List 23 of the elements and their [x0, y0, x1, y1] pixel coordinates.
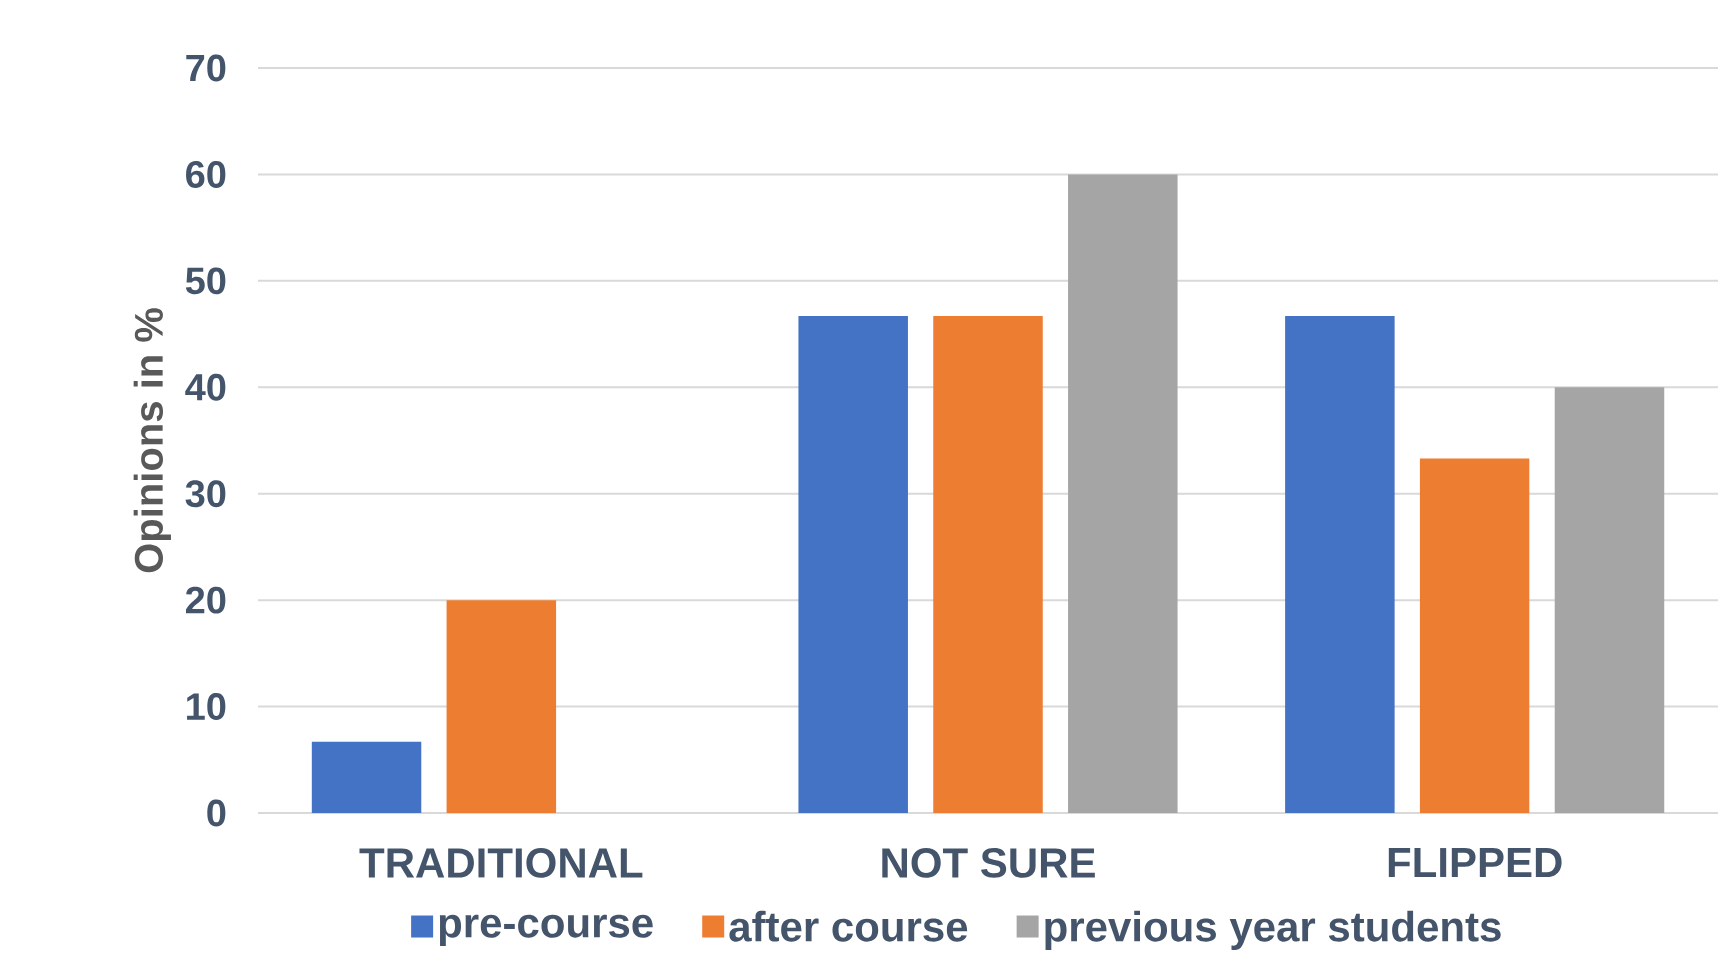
bar [1068, 174, 1178, 813]
y-axis-title: Opinions in % [133, 308, 171, 573]
y-tick-label: 30 [185, 480, 226, 508]
bar [798, 315, 908, 813]
x-tick-label: NOT SURE [882, 848, 1095, 878]
x-tick-label: FLIPPED [1388, 848, 1562, 877]
y-tick-label: 50 [185, 267, 226, 295]
legend-label: pre-course [439, 914, 653, 947]
bar [311, 741, 422, 813]
bar [1285, 315, 1395, 813]
y-tick-label: 0 [207, 799, 226, 827]
y-tick-label: 70 [186, 54, 226, 82]
x-tick-label: TRADITIONAL [359, 848, 643, 878]
bar [933, 315, 1043, 813]
y-tick-label: 60 [186, 160, 226, 188]
bar [1554, 387, 1665, 813]
y-tick-label: 20 [185, 586, 226, 614]
y-tick-label: 40 [185, 373, 226, 401]
legend-label: after course [729, 910, 968, 942]
bar [1419, 458, 1530, 813]
y-tick-label: 10 [187, 693, 226, 721]
bar [446, 600, 557, 813]
legend-label: previous year students [1045, 910, 1501, 950]
